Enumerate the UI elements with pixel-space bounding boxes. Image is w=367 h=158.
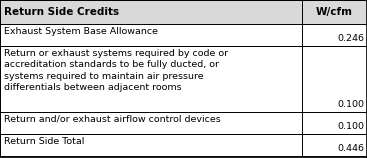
Bar bbox=[0, 24, 302, 46]
Bar bbox=[302, 0, 367, 24]
Text: 0.100: 0.100 bbox=[337, 122, 364, 131]
Text: Return and/or exhaust airflow control devices: Return and/or exhaust airflow control de… bbox=[4, 115, 221, 124]
Bar bbox=[302, 134, 367, 156]
Text: Return Side Total: Return Side Total bbox=[4, 137, 84, 146]
Text: 0.100: 0.100 bbox=[337, 100, 364, 109]
Text: 0.446: 0.446 bbox=[337, 144, 364, 153]
Bar bbox=[0, 134, 302, 156]
Text: W/cfm: W/cfm bbox=[316, 7, 353, 17]
Bar bbox=[302, 112, 367, 134]
Bar bbox=[0, 46, 302, 112]
Text: Exhaust System Base Allowance: Exhaust System Base Allowance bbox=[4, 27, 158, 36]
Bar bbox=[0, 112, 302, 134]
Text: Return or exhaust systems required by code or
accreditation standards to be full: Return or exhaust systems required by co… bbox=[4, 49, 228, 92]
Bar bbox=[0, 0, 302, 24]
Bar bbox=[302, 24, 367, 46]
Bar bbox=[302, 46, 367, 112]
Text: 0.246: 0.246 bbox=[337, 34, 364, 43]
Text: Return Side Credits: Return Side Credits bbox=[4, 7, 119, 17]
